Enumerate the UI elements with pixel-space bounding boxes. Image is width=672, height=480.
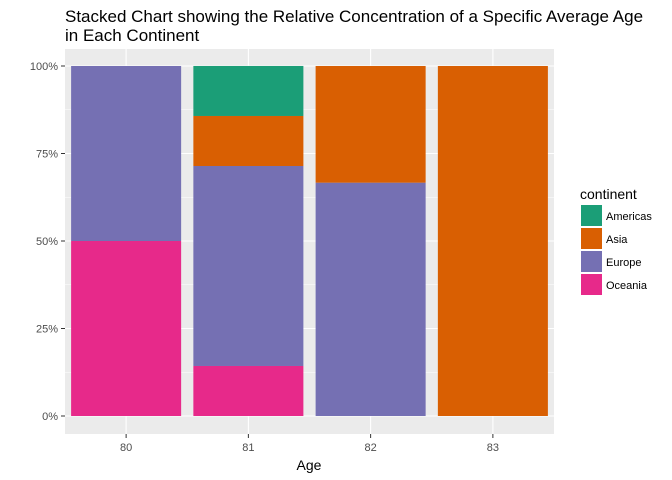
y-tick-label: 75%	[36, 149, 58, 161]
legend-key-europe	[581, 251, 602, 272]
bar-segment-asia-81	[193, 115, 304, 166]
chart-title-line-1: Stacked Chart showing the Relative Conce…	[65, 7, 643, 26]
bar-segment-europe-80	[71, 66, 182, 241]
bar-segment-americas-81	[193, 65, 304, 116]
legend-key-americas	[581, 205, 602, 226]
x-tick-label: 81	[242, 442, 254, 454]
bar-segment-europe-82	[315, 182, 426, 416]
bar-segment-oceania-80	[71, 241, 182, 416]
legend-title: continent	[580, 186, 637, 202]
chart-title-line-2: in Each Continent	[65, 26, 199, 45]
y-tick-label: 100%	[30, 61, 58, 73]
legend-label-americas: Americas	[606, 211, 652, 223]
x-tick-label: 83	[487, 442, 499, 454]
legend-key-oceania	[581, 274, 602, 295]
bar-segment-asia-82	[315, 66, 426, 183]
x-axis-title: Age	[297, 457, 322, 473]
bar-segment-europe-81	[193, 165, 304, 366]
legend-label-oceania: Oceania	[606, 280, 648, 292]
legend-key-asia	[581, 228, 602, 249]
x-axis: 80 81 82 83	[120, 434, 499, 454]
x-tick-label: 82	[365, 442, 377, 454]
y-tick-label: 50%	[36, 236, 58, 248]
legend: continent Americas Asia Europe Oceania	[580, 186, 652, 295]
legend-label-asia: Asia	[606, 234, 628, 246]
y-tick-label: 25%	[36, 324, 58, 336]
bar-segment-oceania-81	[193, 365, 304, 416]
bar-segment-asia-83	[437, 66, 548, 416]
bars	[71, 65, 548, 416]
x-tick-label: 80	[120, 442, 132, 454]
y-tick-label: 0%	[42, 411, 58, 423]
legend-label-europe: Europe	[606, 257, 641, 269]
y-axis: 0% 25% 50% 75% 100%	[30, 61, 65, 423]
